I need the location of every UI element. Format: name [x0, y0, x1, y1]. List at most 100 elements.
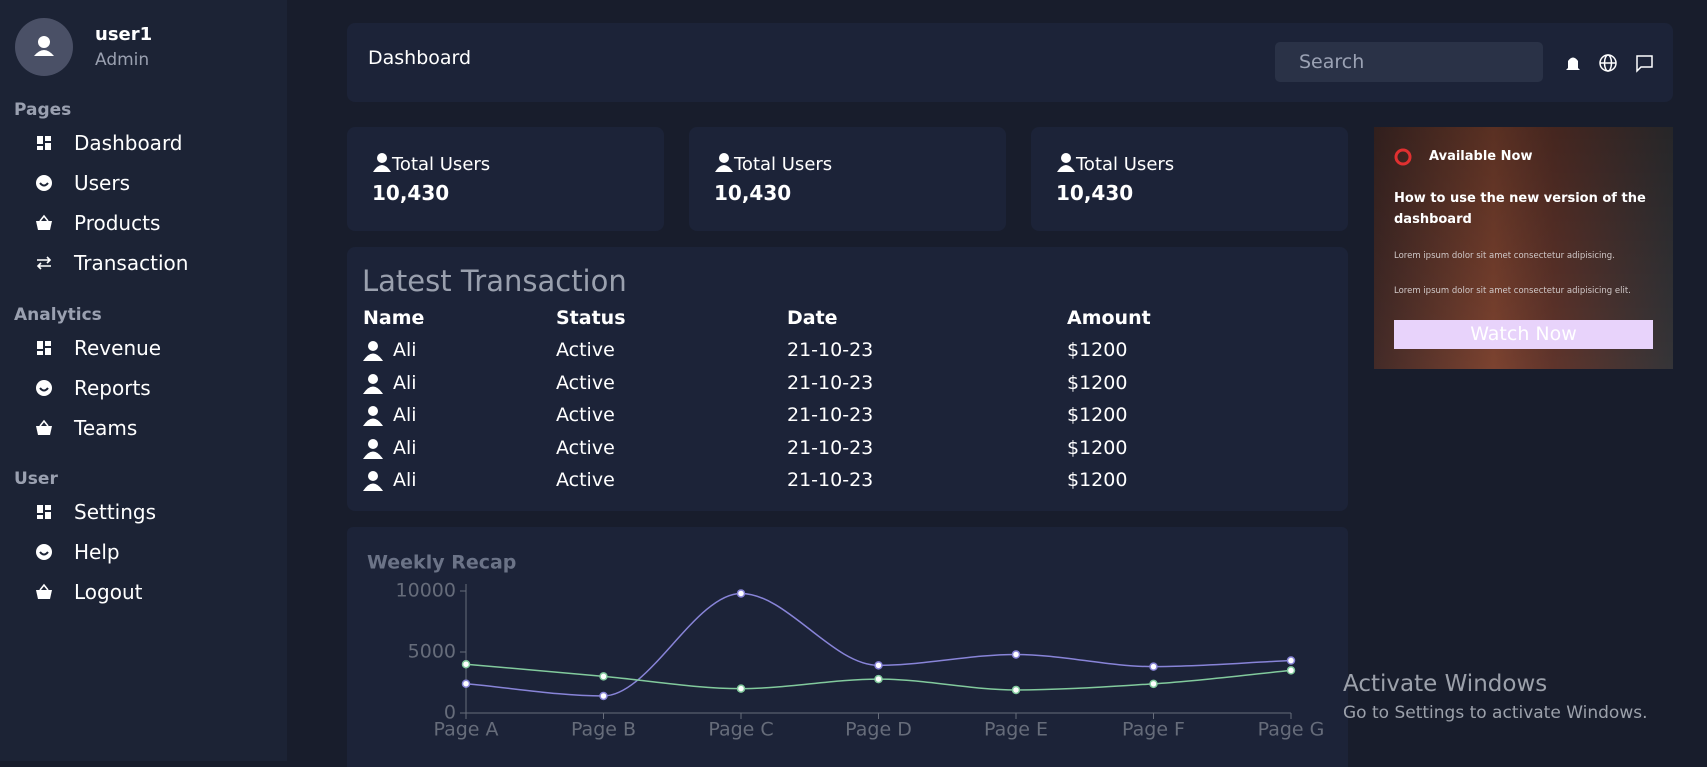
nav-icon [35, 214, 53, 232]
nav-item[interactable]: Settings [74, 500, 157, 524]
data-point [736, 684, 746, 693]
data-point [1011, 685, 1021, 695]
nav-icon [35, 543, 53, 561]
data-point [1011, 650, 1021, 659]
chart-card [347, 527, 1348, 767]
promo-line: Lorem ipsum dolor sit amet consectetur a… [1394, 251, 1615, 261]
x-tick-label: Page G [1258, 719, 1325, 741]
promo-heading: How to use the new version of the dashbo… [1394, 191, 1646, 227]
chat-icon[interactable] [1636, 55, 1653, 73]
nav-item[interactable]: Reports [74, 376, 151, 400]
cell: 21-10-23 [787, 404, 874, 426]
cell: $1200 [1067, 436, 1128, 459]
nav-icon [35, 419, 53, 437]
nav-item[interactable]: Teams [74, 416, 138, 440]
bell-icon[interactable] [1566, 57, 1580, 71]
search[interactable]: Search [1275, 42, 1543, 82]
stat-value: 10,430 [714, 181, 792, 205]
stat-card [1031, 127, 1348, 231]
nav-icon [35, 583, 53, 601]
nav-icon [35, 339, 53, 357]
user-role: Admin [95, 50, 150, 70]
y-tick-label: 0 [444, 702, 456, 724]
nav-item[interactable]: Dashboard [74, 131, 183, 155]
cell: Active [556, 469, 615, 491]
user-icon [363, 340, 383, 362]
user-icon [363, 438, 383, 460]
chart-title: Weekly Recap [367, 552, 516, 574]
promo-line: Lorem ipsum dolor sit amet consectetur a… [1394, 286, 1631, 296]
cell: $1200 [1067, 469, 1128, 491]
nav-item[interactable]: Transaction [74, 251, 189, 275]
cell: Active [556, 404, 615, 426]
data-point [1149, 679, 1158, 689]
x-tick-label: Page B [571, 719, 636, 741]
data-point [461, 679, 471, 688]
x-tick-label: Page F [1122, 719, 1185, 741]
stat-label: Total Users [734, 154, 833, 175]
watch-button[interactable]: Watch Now [1394, 320, 1653, 349]
stat-value: 10,430 [372, 181, 450, 205]
column-header: Status [556, 307, 626, 329]
user-name: user1 [95, 24, 153, 45]
cell: 21-10-23 [787, 339, 874, 361]
cell: 21-10-23 [787, 371, 874, 394]
sidebar [0, 0, 287, 761]
watermark-subtitle: Go to Settings to activate Windows. [1343, 703, 1648, 723]
cell: 21-10-23 [787, 469, 874, 491]
stat-value: 10,430 [1056, 181, 1134, 205]
transactions-title: Latest Transaction [362, 264, 627, 298]
stat-card [347, 127, 664, 231]
nav-section-title: Analytics [14, 305, 102, 325]
stat-label: Total Users [1076, 154, 1175, 175]
data-point [1149, 662, 1158, 671]
promo-icon [1394, 148, 1412, 166]
cell: 21-10-23 [787, 436, 874, 459]
cell: Ali [393, 339, 417, 361]
x-tick-label: Page E [984, 719, 1048, 741]
header-title: Dashboard [368, 47, 472, 69]
x-tick-label: Page C [708, 719, 773, 741]
data-point [1286, 656, 1296, 665]
data-point [1286, 666, 1296, 675]
x-tick-label: Page D [845, 719, 912, 741]
column-header: Date [787, 307, 838, 329]
nav-item[interactable]: Revenue [74, 336, 162, 360]
data-point [874, 674, 883, 684]
user-icon [363, 470, 383, 492]
data-point [599, 691, 608, 701]
nav-icon [35, 379, 53, 397]
nav-icon [35, 254, 53, 272]
promo-badge: Available Now [1429, 149, 1533, 164]
user-icon [1057, 152, 1075, 172]
column-header: Name [363, 307, 425, 329]
column-header: Amount [1067, 307, 1151, 329]
cell: Ali [393, 436, 417, 459]
user-icon [363, 373, 383, 395]
watermark-title: Activate Windows [1343, 671, 1548, 697]
nav-item[interactable]: Help [74, 540, 120, 564]
nav-section-title: Pages [14, 100, 72, 120]
user-icon [715, 152, 733, 172]
y-tick-label: 5000 [408, 641, 456, 663]
nav-item[interactable]: Products [74, 211, 161, 235]
cell: Active [556, 436, 615, 459]
transactions-card [347, 247, 1348, 511]
nav-icon [35, 174, 53, 192]
stat-card [689, 127, 1006, 231]
nav-item[interactable]: Users [74, 171, 131, 195]
cell: $1200 [1067, 404, 1128, 426]
data-point [599, 672, 608, 681]
nav-section-title: User [14, 469, 58, 489]
nav-icon [35, 503, 53, 521]
user-icon [363, 405, 383, 427]
globe-icon[interactable] [1599, 54, 1617, 72]
stat-label: Total Users [392, 154, 491, 175]
cell: Active [556, 339, 615, 361]
data-point [736, 589, 746, 598]
nav-item[interactable]: Logout [74, 580, 143, 604]
cell: Ali [393, 469, 417, 491]
cell: $1200 [1067, 371, 1128, 394]
